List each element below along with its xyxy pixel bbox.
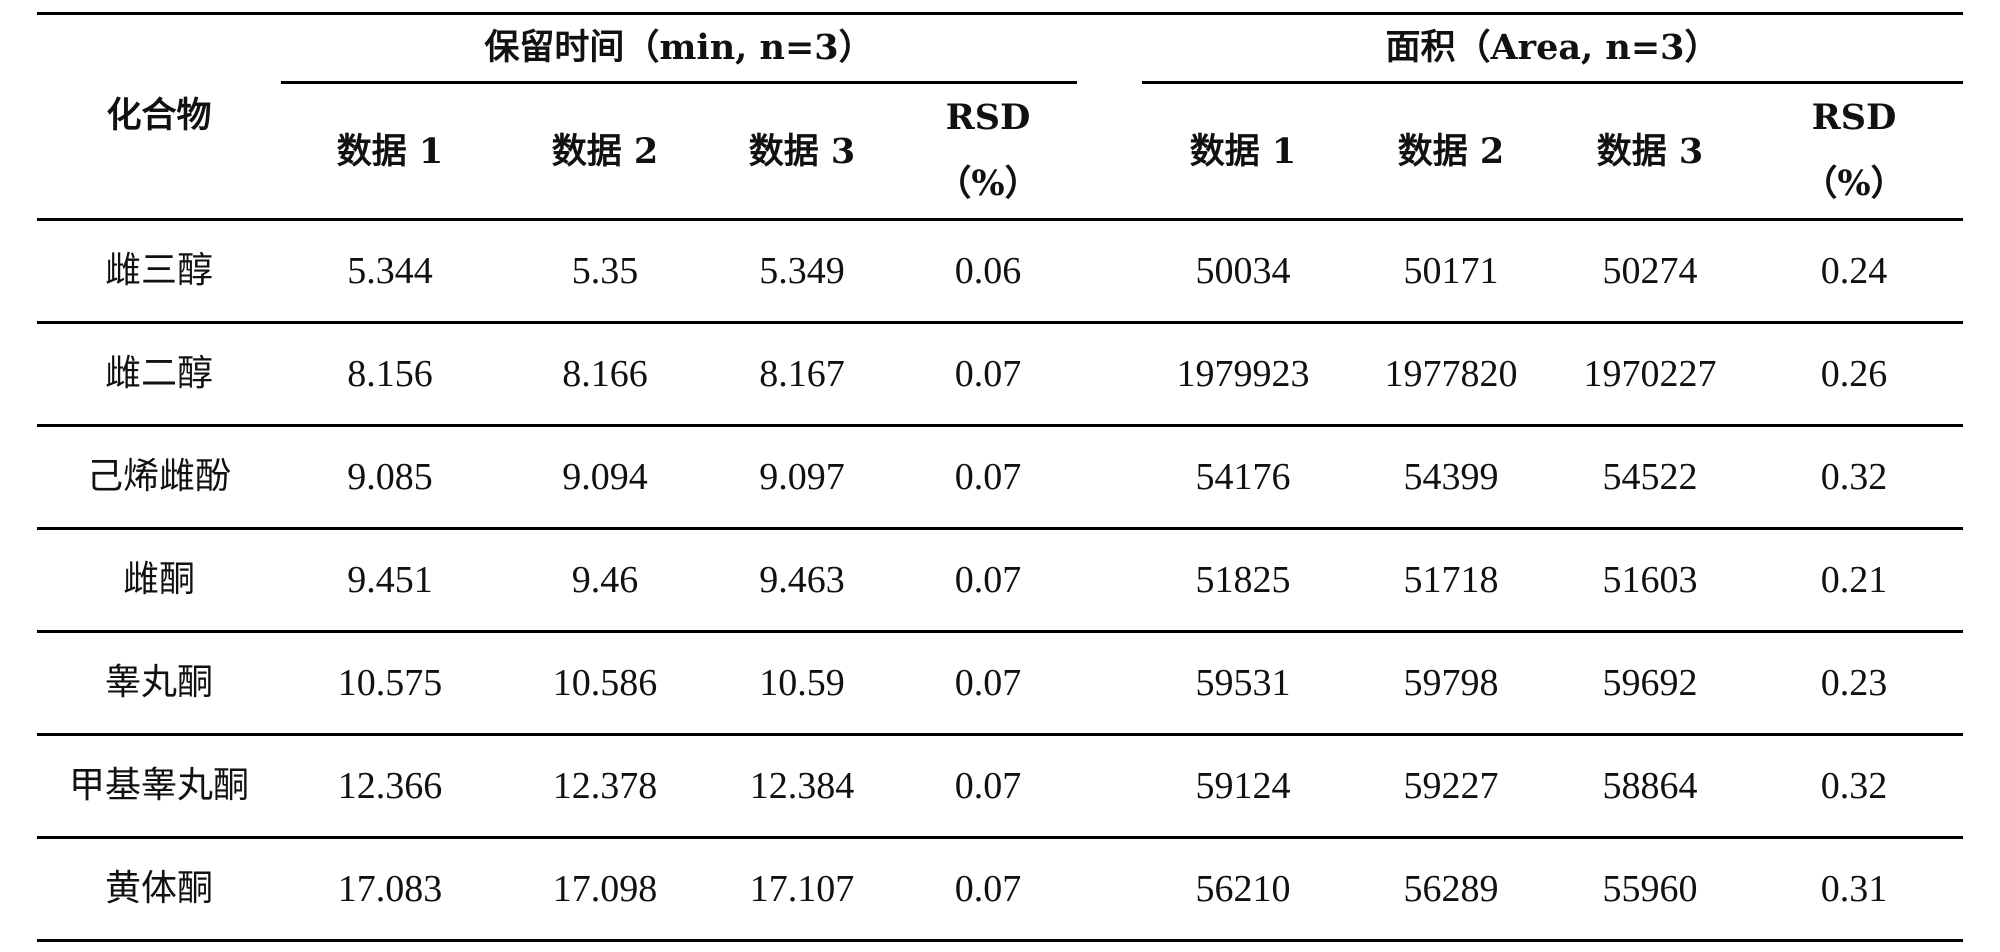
area-data3-cell: 1970227 xyxy=(1583,353,1717,395)
retention-data1-cell: 9.085 xyxy=(347,456,433,498)
area-data1-cell: 50034 xyxy=(1195,250,1291,292)
retention-rsd-cell: 0.07 xyxy=(954,662,1022,704)
area-rsd-header: RSD （%） xyxy=(1769,84,1939,218)
rsd-label: RSD xyxy=(1811,97,1897,138)
retention-time-group-header: 保留时间（min, n=3） xyxy=(484,27,874,68)
compound-name-cell: 睾丸酮 xyxy=(104,662,213,703)
retention-data3-header: 数据 3 xyxy=(748,130,856,172)
area-data3-cell: 59692 xyxy=(1602,662,1698,704)
retention-group-underline xyxy=(281,81,1077,84)
area-rsd-cell: 0.26 xyxy=(1820,353,1888,395)
retention-data3-cell: 5.349 xyxy=(759,250,845,292)
retention-data1-header: 数据 1 xyxy=(336,130,444,172)
retention-data2-cell: 5.35 xyxy=(571,250,639,292)
compound-name-cell: 己烯雌酚 xyxy=(86,456,231,497)
retention-data3-cell: 9.097 xyxy=(759,456,845,498)
area-data3-cell: 58864 xyxy=(1602,765,1698,807)
area-data2-cell: 59227 xyxy=(1403,765,1499,807)
area-rsd-cell: 0.21 xyxy=(1820,559,1888,601)
area-data3-cell: 54522 xyxy=(1602,456,1698,498)
row-divider xyxy=(37,527,1963,530)
retention-data3-cell: 10.59 xyxy=(759,662,845,704)
retention-data3-cell: 12.384 xyxy=(749,765,855,807)
row-divider xyxy=(37,424,1963,427)
retention-data2-cell: 9.094 xyxy=(562,456,648,498)
area-rsd-cell: 0.32 xyxy=(1820,456,1888,498)
rsd-unit-label: （%） xyxy=(1802,163,1906,204)
area-data3-header: 数据 3 xyxy=(1596,130,1704,172)
area-group-underline xyxy=(1142,81,1963,84)
area-data2-cell: 59798 xyxy=(1403,662,1499,704)
area-data2-cell: 54399 xyxy=(1403,456,1499,498)
compound-name-cell: 黄体酮 xyxy=(104,868,213,909)
retention-data3-cell: 9.463 xyxy=(759,559,845,601)
area-data1-cell: 54176 xyxy=(1195,456,1291,498)
retention-data1-cell: 17.083 xyxy=(337,868,443,910)
retention-rsd-cell: 0.07 xyxy=(954,559,1022,601)
area-data2-header: 数据 2 xyxy=(1397,130,1505,172)
retention-data3-cell: 17.107 xyxy=(749,868,855,910)
retention-rsd-cell: 0.07 xyxy=(954,353,1022,395)
area-data1-cell: 56210 xyxy=(1195,868,1291,910)
retention-rsd-cell: 0.07 xyxy=(954,868,1022,910)
area-rsd-cell: 0.24 xyxy=(1820,250,1888,292)
area-group-header: 面积（Area, n=3） xyxy=(1385,27,1720,68)
retention-data2-cell: 12.378 xyxy=(552,765,658,807)
retention-data2-cell: 17.098 xyxy=(552,868,658,910)
header-bottom-rule xyxy=(37,218,1963,221)
rsd-label: RSD xyxy=(945,97,1031,138)
area-data3-cell: 51603 xyxy=(1602,559,1698,601)
retention-data3-cell: 8.167 xyxy=(759,353,845,395)
compound-name-cell: 雌二醇 xyxy=(104,353,213,394)
area-rsd-cell: 0.32 xyxy=(1820,765,1888,807)
row-divider xyxy=(37,733,1963,736)
row-divider xyxy=(37,630,1963,633)
retention-data2-header: 数据 2 xyxy=(551,130,659,172)
area-rsd-cell: 0.23 xyxy=(1820,662,1888,704)
retention-data1-cell: 12.366 xyxy=(337,765,443,807)
area-data2-cell: 1977820 xyxy=(1384,353,1518,395)
retention-data2-cell: 8.166 xyxy=(562,353,648,395)
row-divider xyxy=(37,321,1963,324)
area-data1-cell: 59531 xyxy=(1195,662,1291,704)
row-divider xyxy=(37,836,1963,839)
retention-data1-cell: 10.575 xyxy=(337,662,443,704)
retention-data1-cell: 8.156 xyxy=(347,353,433,395)
area-data1-cell: 1979923 xyxy=(1176,353,1310,395)
retention-data2-cell: 9.46 xyxy=(571,559,639,601)
table-top-rule xyxy=(37,12,1963,15)
retention-data2-cell: 10.586 xyxy=(552,662,658,704)
rsd-unit-label: （%） xyxy=(936,163,1040,204)
area-data1-cell: 51825 xyxy=(1195,559,1291,601)
compound-column-header: 化合物 xyxy=(106,94,212,136)
area-data2-cell: 51718 xyxy=(1403,559,1499,601)
compound-name-cell: 雌三醇 xyxy=(104,250,213,291)
compound-name-cell: 甲基睾丸酮 xyxy=(68,765,249,806)
retention-data1-cell: 9.451 xyxy=(347,559,433,601)
area-data1-header: 数据 1 xyxy=(1189,130,1297,172)
compound-name-cell: 雌酮 xyxy=(122,559,195,600)
area-data3-cell: 50274 xyxy=(1602,250,1698,292)
area-data1-cell: 59124 xyxy=(1195,765,1291,807)
table-bottom-rule xyxy=(37,939,1963,942)
area-data2-cell: 56289 xyxy=(1403,868,1499,910)
retention-rsd-header: RSD （%） xyxy=(908,84,1068,218)
retention-rsd-cell: 0.07 xyxy=(954,765,1022,807)
area-data2-cell: 50171 xyxy=(1403,250,1499,292)
area-rsd-cell: 0.31 xyxy=(1820,868,1888,910)
retention-rsd-cell: 0.06 xyxy=(954,250,1022,292)
retention-data1-cell: 5.344 xyxy=(347,250,433,292)
retention-rsd-cell: 0.07 xyxy=(954,456,1022,498)
area-data3-cell: 55960 xyxy=(1602,868,1698,910)
